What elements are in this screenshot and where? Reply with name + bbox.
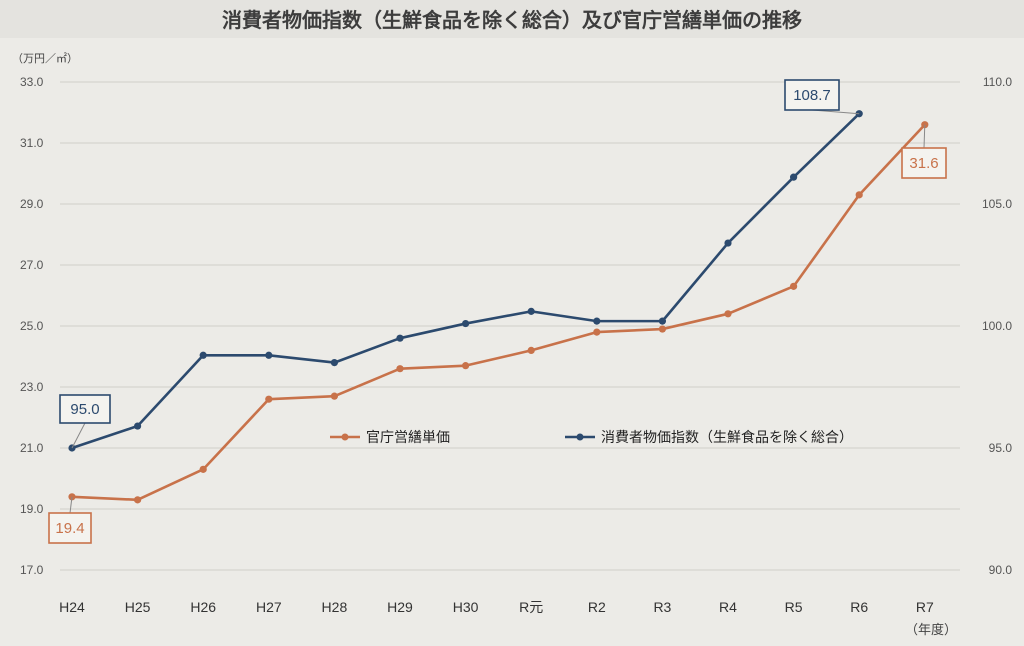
y-left-tick-label: 31.0 (20, 136, 44, 150)
unit-price-point (265, 395, 273, 403)
y-left-tick-label: 17.0 (20, 563, 44, 577)
x-tick-label: H27 (256, 599, 282, 615)
cpi-point (790, 173, 798, 181)
y-right-tick-label: 110.0 (983, 75, 1012, 89)
x-ticks: H24 H25 H26 H27 H28 H29 H30 R元 R2 R3 R4 R5 R6 R7 (59, 599, 934, 615)
y-left-tick-label: 29.0 (20, 197, 44, 211)
gridlines (60, 81, 960, 571)
cpi-point (658, 317, 667, 325)
cpi-point (396, 334, 404, 342)
x-tick-label: H30 (453, 599, 479, 615)
callout-label: 108.7 (793, 87, 831, 104)
cpi-point (134, 422, 142, 430)
x-tick-label: R元 (519, 599, 543, 615)
cpi-point (199, 351, 207, 359)
unit-price-point (593, 328, 601, 336)
y-right-ticks: 90.0 95.0 100.0 105.0 110.0 (982, 75, 1012, 577)
unit-price-point (790, 282, 798, 290)
x-tick-label: R2 (588, 599, 606, 615)
y-left-tick-label: 27.0 (20, 258, 44, 272)
chart-title: 消費者物価指数（生鮮食品を除く総合）及び官庁営繕単価の推移 (222, 8, 802, 32)
callout-leader (923, 124, 926, 149)
callout-leader (71, 422, 86, 449)
cpi-point (265, 351, 273, 359)
value-callouts: 95.0 19.4 108.7 31.6 (48, 79, 947, 544)
cpi-point (527, 307, 535, 315)
y-left-ticks: 17.0 19.0 21.0 23.0 25.0 27.0 29.0 31.0 33.0 (20, 75, 44, 577)
callout-box (59, 394, 111, 424)
x-tick-label: R5 (785, 599, 803, 615)
y-right-tick-label: 95.0 (989, 441, 1013, 455)
callout-label: 19.4 (55, 520, 84, 537)
callout-label: 95.0 (70, 401, 99, 418)
x-unit-label: （年度） (905, 622, 957, 638)
legend-label: 官庁営繕単価 (366, 430, 450, 446)
x-tick-label: H24 (59, 599, 85, 615)
cpi-point (855, 110, 863, 118)
series-lines (68, 110, 929, 504)
unit-price-point (396, 365, 404, 373)
series-line-unit-price (71, 123, 926, 502)
unit-price-point (330, 392, 338, 400)
cpi-point (462, 319, 470, 328)
y-left-unit-label: （万円／㎡） (12, 52, 78, 65)
unit-price-point (462, 362, 470, 370)
callout-box (784, 79, 840, 111)
x-tick-label: H28 (322, 599, 348, 615)
x-tick-label: H26 (190, 599, 216, 615)
x-tick-label: H25 (125, 599, 151, 615)
y-left-tick-label: 33.0 (20, 75, 44, 89)
unit-price-point (724, 310, 732, 318)
x-tick-label: R4 (719, 599, 737, 615)
x-tick-label: R7 (916, 599, 934, 615)
unit-price-point (527, 346, 535, 354)
legend-swatch-marker (341, 433, 349, 441)
x-tick-label: R3 (653, 599, 671, 615)
y-left-tick-label: 19.0 (20, 502, 44, 516)
cpi-point (593, 317, 601, 325)
plot-panel (0, 38, 1024, 646)
legend-swatch-marker (576, 433, 584, 441)
unit-price-point (921, 121, 929, 129)
legend: 官庁営繕単価 消費者物価指数（生鮮食品を除く総合） (330, 429, 853, 446)
unit-price-point (199, 465, 207, 473)
x-tick-label: H29 (387, 599, 413, 615)
callout-box (901, 147, 947, 179)
unit-price-point (658, 325, 667, 333)
unit-price-point (134, 496, 142, 504)
y-right-tick-label: 105.0 (982, 197, 1012, 211)
x-tick-label: R6 (850, 599, 868, 615)
unit-price-point (855, 191, 863, 199)
y-left-tick-label: 23.0 (20, 380, 44, 394)
callout-leader (69, 496, 73, 514)
y-right-tick-label: 100.0 (982, 319, 1012, 333)
cpi-point (724, 239, 732, 247)
legend-label: 消費者物価指数（生鮮食品を除く総合） (601, 429, 853, 446)
callout-label: 31.6 (909, 155, 938, 172)
y-left-tick-label: 25.0 (20, 319, 44, 333)
callout-box (48, 512, 92, 544)
y-right-tick-label: 90.0 (989, 563, 1013, 577)
cpi-point (330, 359, 338, 367)
y-left-tick-label: 21.0 (20, 441, 44, 455)
